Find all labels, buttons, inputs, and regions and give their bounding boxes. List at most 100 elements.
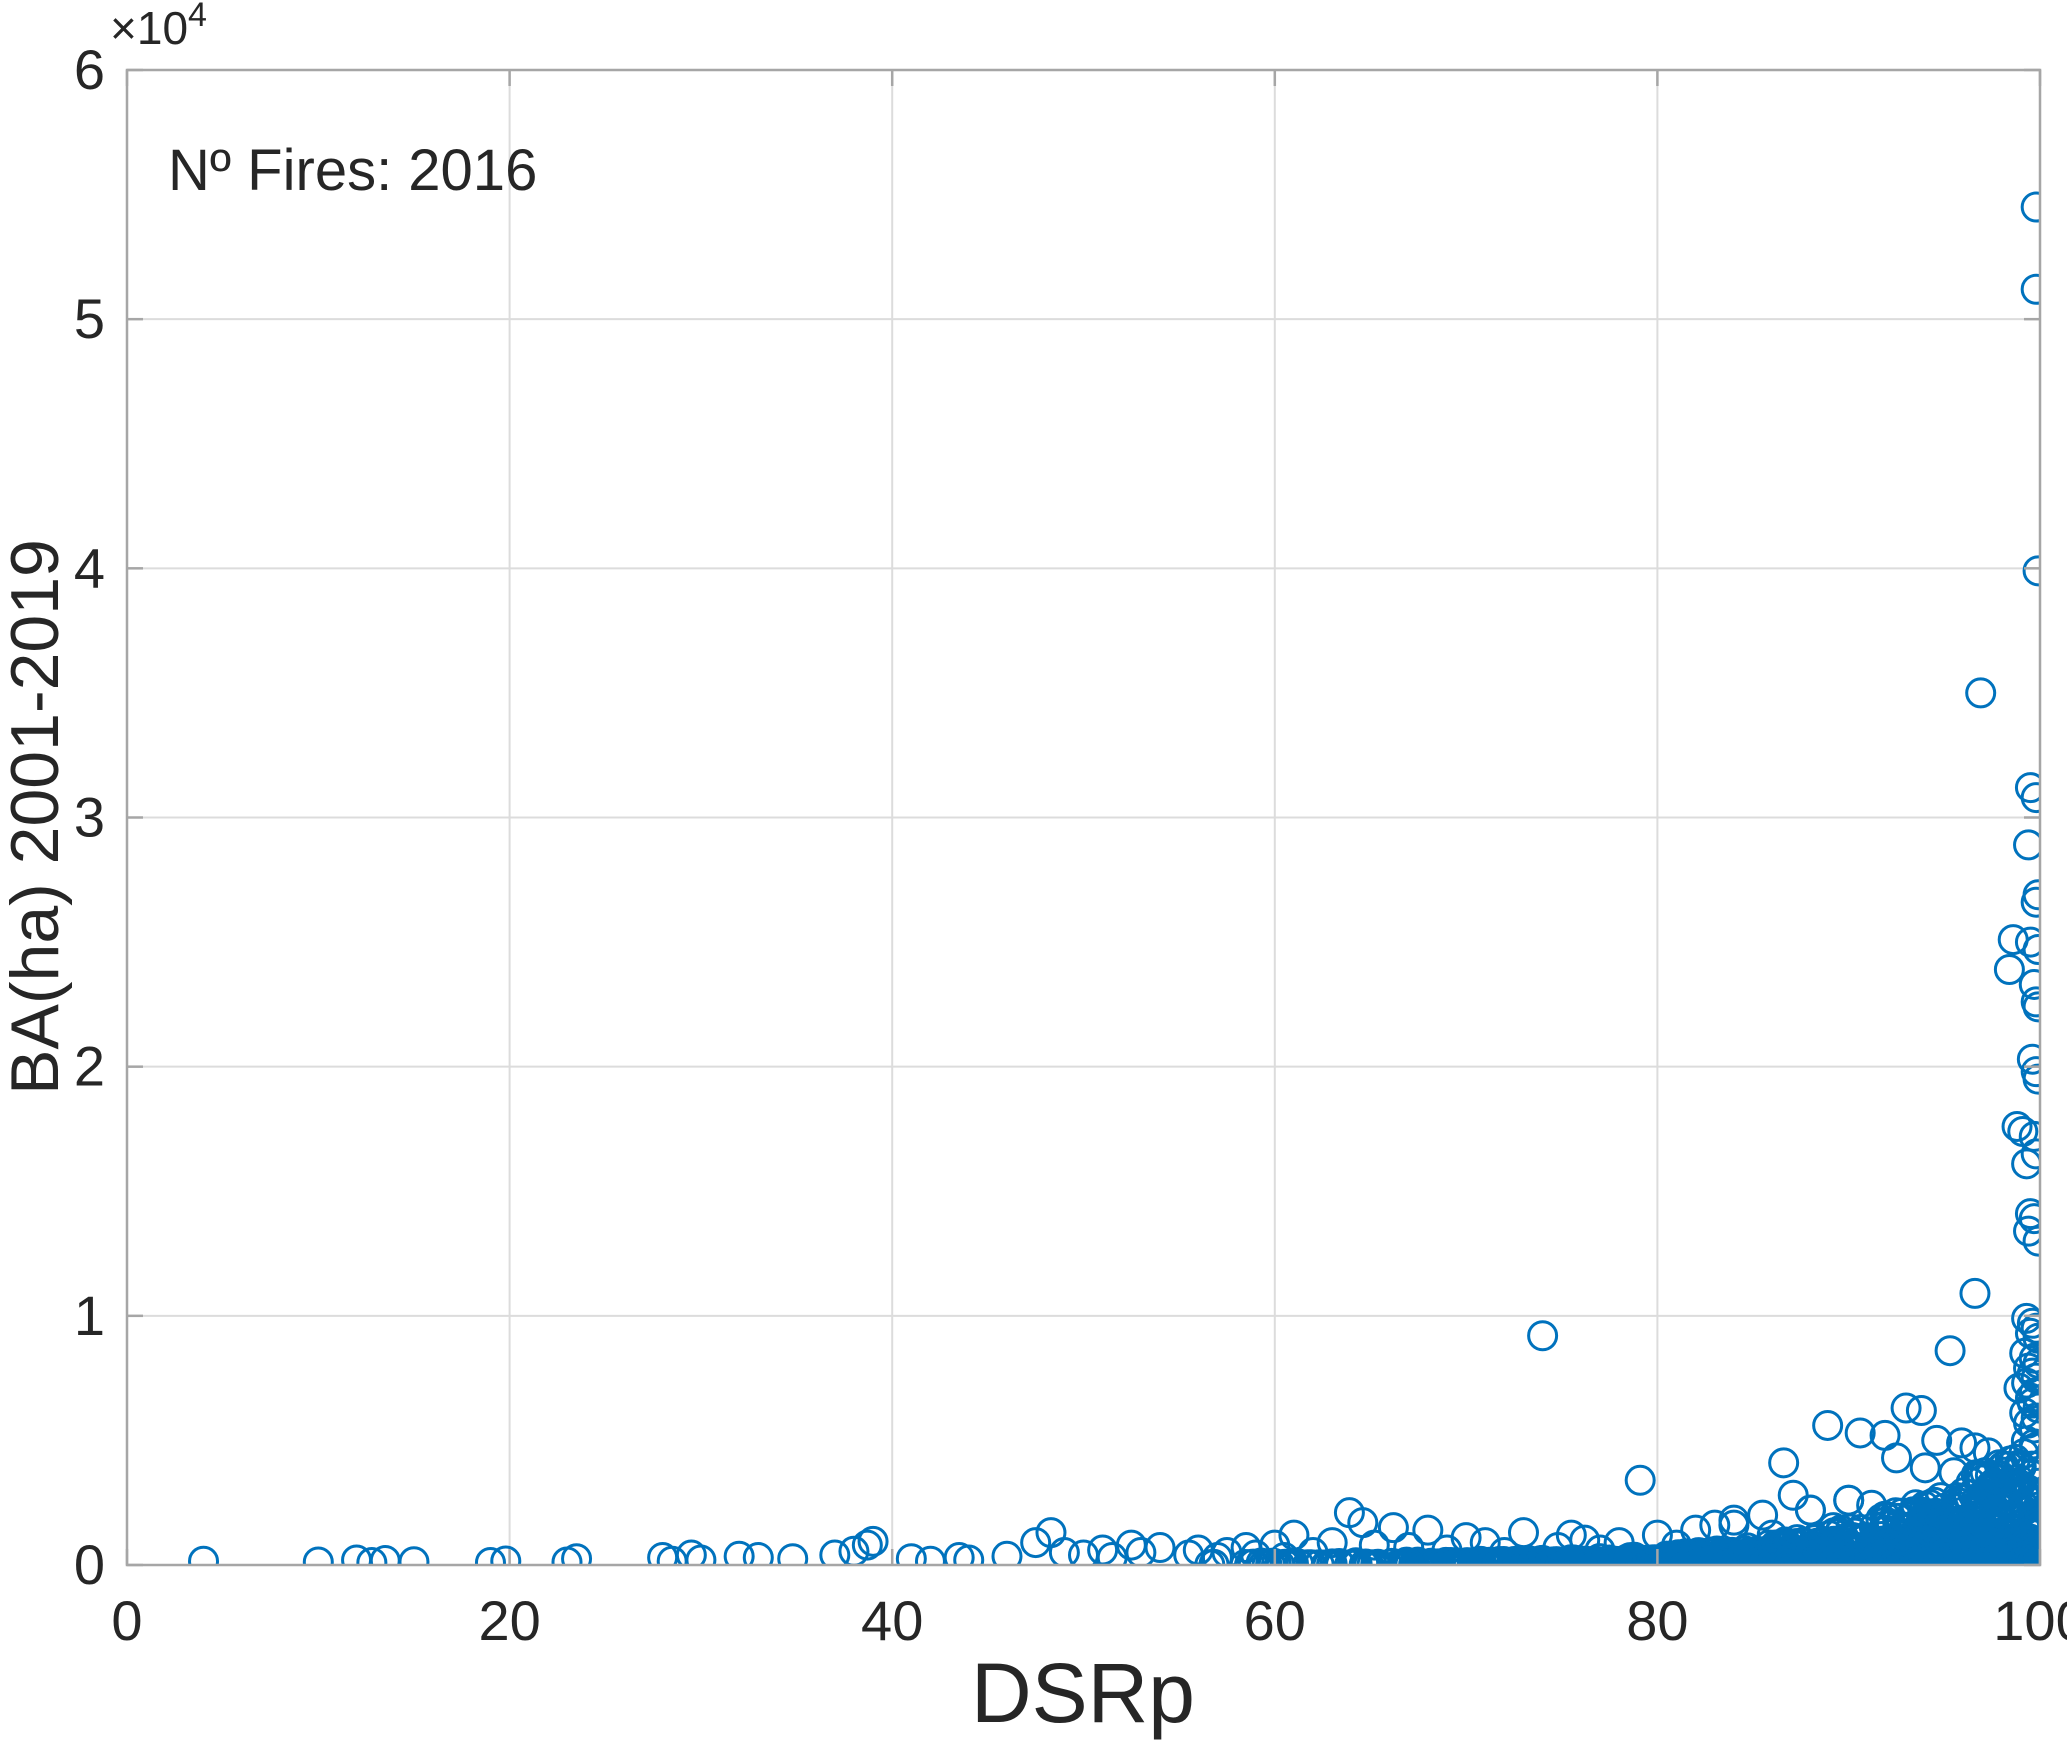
data-point xyxy=(1769,1526,1801,1558)
data-point xyxy=(1624,1464,1656,1496)
data-point xyxy=(1517,1547,1549,1565)
x-tick-label: 100 xyxy=(1993,1589,2067,1652)
data-point xyxy=(1402,1546,1434,1565)
data-point xyxy=(1921,1424,1953,1456)
data-point xyxy=(1144,1532,1176,1564)
data-point xyxy=(1993,953,2025,985)
data-point xyxy=(1965,677,1997,709)
data-point xyxy=(398,1546,430,1565)
data-point xyxy=(1613,1544,1645,1565)
y-tick-label: 3 xyxy=(74,786,105,849)
y-tick-label: 0 xyxy=(74,1533,105,1596)
data-point xyxy=(2014,1382,2040,1414)
y-tick-label: 2 xyxy=(74,1035,105,1098)
data-point xyxy=(1707,1539,1739,1565)
x-tick-labels: 0 20 40 60 80 100 xyxy=(111,1589,2067,1652)
data-point xyxy=(1890,1392,1922,1424)
data-point xyxy=(1020,1527,1052,1559)
data-point xyxy=(1536,1547,1568,1565)
data-point xyxy=(2022,1392,2040,1424)
data-point xyxy=(1358,1529,1390,1561)
data-point xyxy=(1881,1442,1913,1474)
data-point xyxy=(1665,1544,1697,1565)
data-point xyxy=(2011,1148,2040,1180)
data-point xyxy=(2014,772,2040,804)
data-point xyxy=(1844,1417,1876,1449)
data-point xyxy=(943,1542,975,1565)
data-point xyxy=(2020,1056,2040,1088)
data-point xyxy=(2020,1312,2040,1344)
data-point xyxy=(2014,926,2040,958)
data-point xyxy=(1377,1512,1409,1544)
data-point xyxy=(2018,968,2040,1000)
data-point xyxy=(2001,1110,2033,1142)
x-axis-label: DSRp xyxy=(971,1646,1195,1740)
data-point xyxy=(474,1547,506,1565)
data-point xyxy=(1959,1277,1991,1309)
data-point xyxy=(675,1539,707,1565)
data-point xyxy=(2008,1529,2040,1561)
axis-tick-marks xyxy=(125,68,2042,1567)
data-point xyxy=(2014,1317,2040,1349)
x-tick-label: 40 xyxy=(861,1589,923,1652)
data-point xyxy=(490,1545,522,1565)
data-point xyxy=(1048,1537,1080,1565)
data-point xyxy=(1909,1452,1941,1484)
data-point xyxy=(2013,829,2040,861)
data-point xyxy=(1691,1542,1723,1565)
data-point xyxy=(1965,1491,1997,1523)
data-point xyxy=(2011,1367,2040,1399)
data-point xyxy=(2020,986,2040,1018)
data-point xyxy=(1635,1548,1667,1565)
data-point xyxy=(1617,1546,1649,1565)
grid-lines xyxy=(127,70,2040,1565)
data-point xyxy=(1928,1538,1960,1565)
data-point xyxy=(857,1525,889,1557)
x-tick-label: 20 xyxy=(478,1589,540,1652)
data-point xyxy=(1890,1543,1922,1565)
data-point xyxy=(819,1539,851,1565)
data-point xyxy=(685,1544,717,1565)
data-point xyxy=(2022,1225,2040,1257)
data-point xyxy=(953,1544,985,1565)
y-tick-labels: 0 1 2 3 4 5 6 xyxy=(74,38,105,1596)
data-point xyxy=(2016,1387,2040,1419)
data-point xyxy=(723,1540,755,1565)
data-point xyxy=(2003,1449,2035,1481)
data-point xyxy=(1435,1547,1467,1565)
data-point xyxy=(2022,934,2040,966)
data-point xyxy=(1478,1548,1510,1565)
data-point xyxy=(2018,1377,2040,1409)
exponent-value: 4 xyxy=(188,0,207,34)
data-point xyxy=(1812,1409,1844,1441)
data-point xyxy=(1981,1543,2013,1565)
data-point xyxy=(2001,1482,2033,1514)
data-point xyxy=(2022,555,2040,587)
data-point xyxy=(1125,1537,1157,1565)
data-point xyxy=(2023,1467,2040,1499)
data-point xyxy=(1900,1489,1932,1521)
data-point xyxy=(2018,1428,2040,1460)
data-point xyxy=(1826,1542,1858,1565)
data-point xyxy=(2016,1043,2040,1075)
data-point xyxy=(2016,1307,2040,1339)
data-point xyxy=(2022,1491,2040,1523)
data-point xyxy=(1768,1447,1800,1479)
data-point xyxy=(895,1543,927,1565)
data-point xyxy=(302,1546,334,1565)
data-point xyxy=(2020,1138,2040,1170)
data-point xyxy=(1412,1514,1444,1546)
data-point xyxy=(2020,886,2040,918)
data-point xyxy=(356,1547,388,1565)
data-point xyxy=(1934,1335,1966,1367)
data-point xyxy=(188,1545,220,1565)
annotation-n-fires: Nº Fires: 2016 xyxy=(168,138,537,203)
data-point xyxy=(991,1540,1023,1565)
y-tick-label: 4 xyxy=(74,536,105,599)
y-axis-exponent-label: ×104 xyxy=(110,0,207,54)
x-tick-label: 60 xyxy=(1244,1589,1306,1652)
data-point xyxy=(2013,1352,2040,1384)
data-point xyxy=(1839,1543,1871,1565)
